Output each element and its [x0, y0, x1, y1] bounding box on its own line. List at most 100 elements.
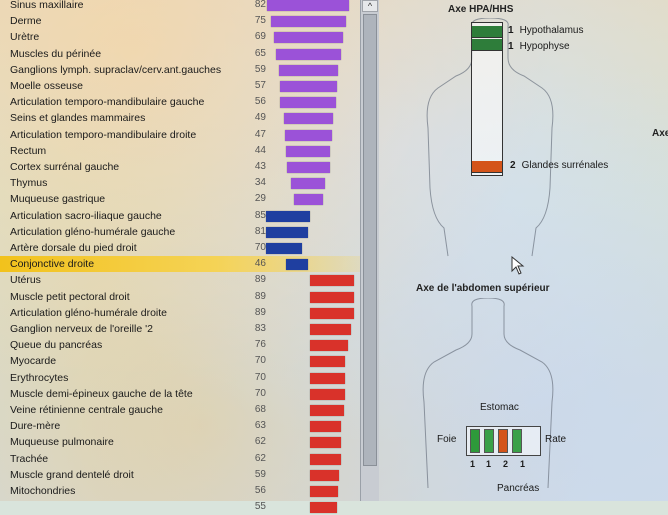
cut-off-panel-title: Axe	[652, 128, 668, 139]
organ-value: 85	[254, 209, 266, 221]
organ-level-bar	[310, 307, 354, 319]
organ-label: Muqueuse pulmonaire	[10, 436, 114, 449]
organ-row[interactable]: Articulation gléno-humérale droite 89	[0, 305, 360, 321]
organ-value: 56	[254, 96, 266, 108]
organ-value: 81	[254, 225, 266, 237]
organ-row[interactable]: Muscles du périnée 65	[0, 46, 360, 62]
organ-row[interactable]: Urètre 69	[0, 29, 360, 45]
organ-row[interactable]: Moelle osseuse 57	[0, 78, 360, 94]
organ-level-bar	[284, 129, 332, 141]
organ-row[interactable]: Rectum 44	[0, 143, 360, 159]
organ-level-bar	[310, 388, 345, 400]
organ-row[interactable]: Ganglion nerveux de l'oreille '2 83	[0, 321, 360, 337]
organ-value: 70	[254, 371, 266, 383]
vertical-scrollbar[interactable]: ^	[360, 0, 379, 501]
organ-level-bar	[310, 372, 345, 384]
estomac-label: Estomac	[480, 402, 519, 413]
abdomen-organ-box	[466, 426, 541, 456]
organ-row[interactable]: 55	[0, 499, 360, 515]
organ-label: Artère dorsale du pied droit	[10, 242, 137, 254]
organ-row[interactable]: Erythrocytes 70	[0, 370, 360, 386]
organ-row[interactable]: Articulation sacro-iliaque gauche 85	[0, 208, 360, 224]
organ-row[interactable]: Articulation temporo-mandibulaire gauche…	[0, 94, 360, 110]
rate-cell[interactable]	[512, 429, 522, 453]
foie-cell[interactable]	[470, 429, 480, 453]
organ-value: 62	[254, 452, 266, 464]
organ-value: 55	[254, 501, 266, 513]
organ-level-bar	[310, 502, 338, 514]
surrenales-cell[interactable]	[472, 161, 502, 173]
organ-row[interactable]: Dure-mère 63	[0, 418, 360, 434]
foie-label: Foie	[437, 434, 457, 445]
organ-value: 89	[254, 290, 266, 302]
hpa-item-hypothalamus[interactable]: 1 Hypothalamus	[508, 25, 584, 36]
organ-value: 82	[254, 0, 266, 10]
organ-row[interactable]: Muqueuse pulmonaire 62	[0, 434, 360, 450]
organ-row[interactable]: Muqueuse gastrique 29	[0, 191, 360, 207]
organ-level-bar	[280, 97, 336, 109]
organ-value: 70	[254, 242, 266, 253]
organ-level-bar	[310, 453, 341, 465]
organ-row[interactable]: Cortex surrénal gauche 43	[0, 159, 360, 175]
organ-row[interactable]: Seins et glandes mammaires 49	[0, 110, 360, 126]
organ-level-bar	[266, 243, 303, 254]
organ-row[interactable]: Sinus maxillaire 82	[0, 0, 360, 13]
mouse-cursor-icon	[511, 256, 525, 275]
hypophyse-cell[interactable]	[472, 39, 502, 51]
organ-value: 75	[254, 15, 266, 27]
estomac-number: 1	[486, 459, 492, 469]
hpa-item-glandes-surrenales[interactable]: 2 Glandes surrénales	[510, 160, 609, 171]
organ-value: 70	[254, 355, 266, 367]
organ-row[interactable]: Myocarde 70	[0, 353, 360, 369]
organ-level-bar	[279, 81, 337, 92]
scroll-thumb[interactable]	[363, 14, 377, 466]
organ-label: Ganglions lymph. supraclav/cerv.ant.gauc…	[10, 63, 222, 76]
organ-row[interactable]: Queue du pancréas 76	[0, 337, 360, 353]
organ-row[interactable]: Muscle petit pectoral droit 89	[0, 289, 360, 305]
organ-value: 49	[254, 112, 266, 124]
pancreas-cell[interactable]	[498, 429, 508, 453]
organ-label: Muscle grand dentelé droit	[10, 468, 134, 481]
organ-row[interactable]: Thymus 34	[0, 175, 360, 191]
organ-value: 46	[254, 258, 266, 270]
organ-row[interactable]: Conjonctive droite 46	[0, 256, 360, 273]
organ-value: 83	[254, 323, 266, 334]
organ-level-bar	[310, 340, 348, 352]
abdomen-body-outline	[422, 298, 554, 489]
organ-level-bar	[286, 162, 330, 173]
organ-list[interactable]: Sinus maxillaire 82 Derme 75 Urètre 69 Muscles…	[0, 0, 360, 514]
organ-level-bar	[310, 275, 354, 287]
organ-row[interactable]: Articulation temporo-mandibulaire droite…	[0, 127, 360, 143]
hypothalamus-cell[interactable]	[472, 26, 502, 38]
organ-label: Trachée	[10, 452, 49, 465]
organ-label: Seins et glandes mammaires	[10, 112, 146, 125]
organ-level-bar	[283, 113, 333, 125]
organ-row[interactable]: Utérus 89	[0, 272, 360, 288]
rate-number: 1	[520, 459, 526, 469]
organ-row[interactable]: Articulation gléno-humérale gauche 81	[0, 224, 360, 240]
organ-label: Ganglion nerveux de l'oreille '2	[10, 323, 153, 335]
organ-level-bar	[275, 48, 341, 60]
organ-level-bar	[291, 178, 325, 190]
organ-label: Articulation temporo-mandibulaire droite	[10, 128, 197, 141]
organ-value: 59	[254, 63, 266, 75]
hpa-item-hypophyse[interactable]: 1 Hypophyse	[508, 41, 570, 52]
organ-row[interactable]: Veine rétinienne centrale gauche 68	[0, 402, 360, 418]
estomac-cell[interactable]	[484, 429, 494, 453]
organ-row[interactable]: Muscle grand dentelé droit 59	[0, 467, 360, 483]
organ-label: Articulation temporo-mandibulaire gauche	[10, 96, 205, 109]
organ-row[interactable]: Mitochondries 56	[0, 483, 360, 499]
organ-row[interactable]: Derme 75	[0, 13, 360, 29]
organ-label: Dure-mère	[10, 420, 61, 433]
organ-value: 57	[254, 80, 266, 91]
organ-label: Conjonctive droite	[10, 258, 95, 271]
organ-row[interactable]: Muscle demi-épineux gauche de la tête 70	[0, 386, 360, 402]
organ-label: Muscle demi-épineux gauche de la tête	[10, 387, 193, 400]
scroll-up-arrow-icon[interactable]: ^	[362, 0, 378, 12]
organ-label: Rectum	[10, 144, 47, 157]
organ-level-bar	[310, 469, 340, 481]
organ-row[interactable]: Trachée 62	[0, 451, 360, 467]
organ-value: 62	[254, 436, 266, 448]
organ-row[interactable]: Ganglions lymph. supraclav/cerv.ant.gauc…	[0, 62, 360, 78]
organ-row[interactable]: Artère dorsale du pied droit 70	[0, 240, 360, 256]
